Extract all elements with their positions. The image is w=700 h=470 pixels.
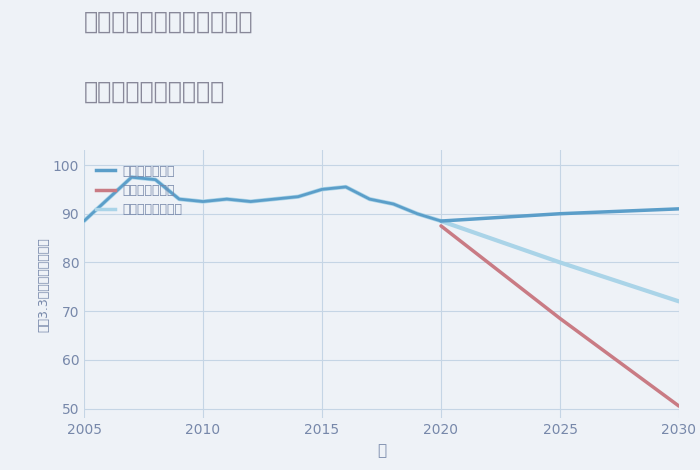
Text: 兵庫県姫路市安富町狭戸の: 兵庫県姫路市安富町狭戸の — [84, 9, 253, 33]
Text: 中古戸建ての価格推移: 中古戸建ての価格推移 — [84, 80, 225, 104]
X-axis label: 年: 年 — [377, 443, 386, 458]
Y-axis label: 坪（3.3㎡）単価（万円）: 坪（3.3㎡）単価（万円） — [37, 237, 50, 332]
Legend: グッドシナリオ, バッドシナリオ, ノーマルシナリオ: グッドシナリオ, バッドシナリオ, ノーマルシナリオ — [96, 164, 183, 216]
